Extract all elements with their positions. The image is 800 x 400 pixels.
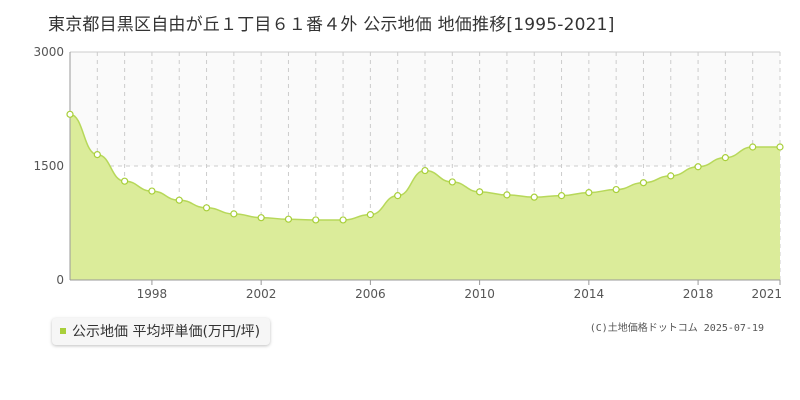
data-point [503, 191, 511, 199]
x-tick-label: 2014 [574, 287, 605, 301]
legend-marker [60, 328, 66, 334]
x-tick-label: 2018 [683, 287, 714, 301]
y-tick-label: 3000 [33, 45, 64, 59]
data-point [667, 172, 675, 180]
x-tick-label: 2002 [246, 287, 277, 301]
data-point [93, 151, 101, 159]
x-tick-label: 2021 [751, 287, 782, 301]
legend: 公示地価 平均坪単価(万円/坪) [52, 318, 271, 345]
data-point [639, 179, 648, 187]
data-point [776, 143, 784, 151]
x-tick-label: 2010 [464, 287, 495, 301]
data-point [394, 192, 402, 200]
series-area [70, 114, 780, 280]
data-point [284, 215, 293, 223]
data-point [749, 143, 757, 151]
data-point [202, 204, 211, 212]
x-tick-label: 1998 [137, 287, 168, 301]
data-point [148, 187, 156, 195]
data-point [121, 177, 129, 185]
x-tick-label: 2006 [355, 287, 386, 301]
data-point [66, 110, 74, 118]
data-point [448, 178, 456, 186]
legend-label: 公示地価 平均坪単価(万円/坪) [72, 324, 261, 340]
data-point [175, 196, 183, 204]
copyright-credit: (C)土地価格ドットコム 2025-07-19 [589, 323, 764, 334]
data-point [476, 188, 484, 196]
data-point [721, 154, 729, 162]
data-point [312, 216, 320, 224]
data-point [557, 192, 566, 200]
data-point [230, 210, 238, 218]
data-point [421, 166, 429, 175]
data-point [530, 193, 538, 201]
data-point [694, 163, 702, 171]
y-tick-label: 1500 [33, 159, 64, 173]
data-point [366, 211, 374, 219]
data-point [612, 185, 620, 194]
y-tick-label: 0 [56, 273, 64, 287]
data-point [585, 189, 593, 197]
data-point [257, 214, 265, 222]
chart-title: 東京都目黒区自由が丘１丁目６１番４外 公示地価 地価推移[1995-2021] [48, 15, 615, 35]
data-point [339, 216, 347, 224]
